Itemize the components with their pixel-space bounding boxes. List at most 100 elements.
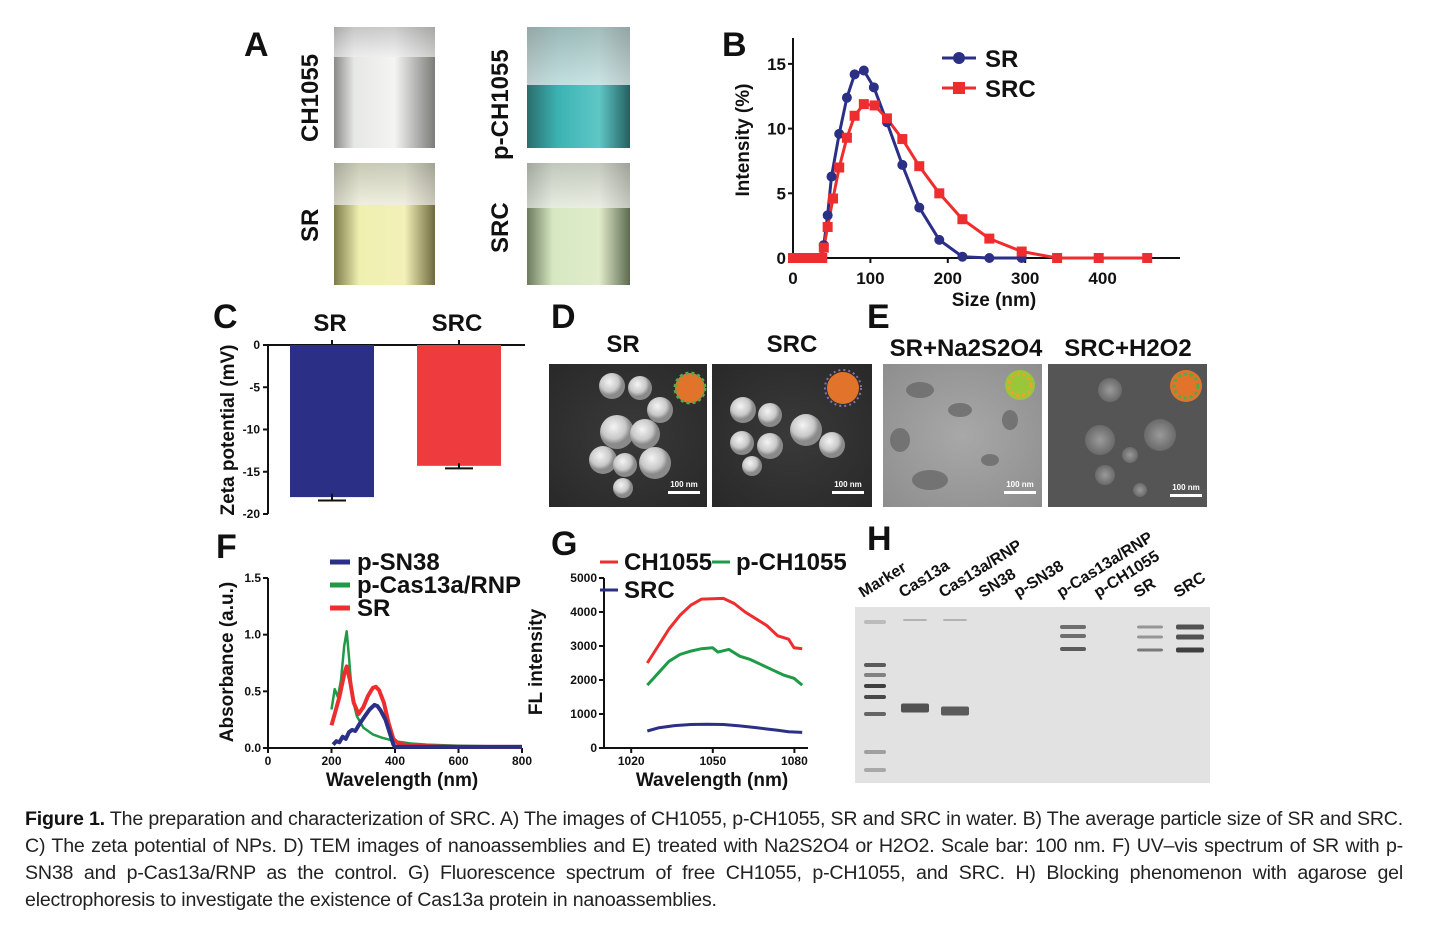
x-tick-label: 400 (1088, 269, 1116, 288)
series-line-p-cas13a-rnp (330, 630, 523, 749)
gel-band (1137, 648, 1163, 652)
gel-band (1176, 634, 1204, 640)
data-point-src (818, 242, 829, 253)
y-tick-label: 1.0 (244, 628, 261, 642)
y-tick-label: -15 (243, 465, 261, 479)
panel-label-c: C (213, 298, 238, 336)
panel-c-chart: C 0 -5 -10 -15 -20 SR SRC Zeta potential (mV) (213, 298, 525, 521)
data-point-src (817, 253, 828, 263)
series-line-sr (329, 664, 522, 749)
y-tick-label: -20 (243, 507, 261, 521)
data-point-src (858, 99, 869, 110)
y-tick-label: 0.0 (244, 741, 261, 755)
tem-image-src: 100 nm (712, 364, 872, 507)
data-point-sr (897, 159, 908, 170)
panel-g-chart: G 1020 1050 1080 0 1000 2000 3000 4000 5000 Wavel… (526, 525, 847, 791)
y-tick-label: 4000 (570, 605, 597, 619)
data-point-src (869, 100, 880, 111)
y-tick-label: 5 (777, 184, 786, 203)
gel-image (855, 607, 1210, 783)
series-line-p-sn38 (331, 702, 522, 749)
panel-label-e: E (867, 298, 890, 336)
x-axis-label: Size (nm) (952, 290, 1036, 311)
y-tick-label: 0 (253, 338, 260, 352)
tem-image-sr-na2s2o4: 100 nm (883, 364, 1042, 507)
panel-label-h: H (867, 520, 892, 558)
gel-band (864, 750, 886, 754)
series-line-src (646, 722, 803, 734)
vial-label-ch1055: CH1055 (297, 54, 324, 142)
x-tick-label: 300 (1011, 269, 1039, 288)
y-tick-label: 15 (767, 55, 786, 74)
y-tick-label: 10 (767, 120, 786, 139)
x-tick-label: 1050 (699, 754, 726, 768)
data-point-src (1052, 253, 1063, 263)
scale-bar-label: 100 nm (1172, 483, 1200, 492)
panel-label-d: D (551, 298, 576, 336)
data-point-sr (858, 65, 869, 76)
y-tick-label: 1000 (570, 707, 597, 721)
panel-label-a: A (244, 26, 269, 64)
y-tick-label: -5 (249, 380, 260, 394)
tem-title-src: SRC (767, 331, 818, 358)
panel-b-chart: B 0 100 200 300 400 0 5 10 15 Size (nm) Intensity … (722, 26, 1180, 311)
data-point-src (897, 134, 908, 145)
gel-band (1176, 624, 1204, 630)
series-line-src (793, 102, 1148, 260)
gel-band (1176, 647, 1204, 653)
data-point-sr (826, 171, 837, 182)
data-point-src (803, 253, 814, 263)
legend-label: CH1055 (624, 549, 712, 576)
gel-band (864, 673, 886, 677)
data-point-sr (868, 82, 879, 93)
x-axis-label: Wavelength (nm) (326, 770, 478, 791)
legend-label: SR (357, 595, 390, 622)
category-label: SR (313, 310, 346, 337)
vial-ch1055 (334, 27, 435, 148)
data-point-sr (849, 69, 860, 80)
y-axis-label: Zeta potential (mV) (218, 344, 239, 515)
y-axis-label: Intensity (%) (733, 84, 754, 197)
y-axis-label: FL intensity (526, 608, 547, 715)
gel-band (1137, 625, 1163, 629)
panel-label-b: B (722, 26, 747, 64)
data-point-src (984, 233, 995, 244)
y-tick-label: 1.5 (244, 571, 261, 585)
data-point-src (1093, 253, 1104, 263)
x-tick-label: 200 (934, 269, 962, 288)
data-point-sr (957, 251, 968, 262)
data-point-src (881, 113, 892, 124)
x-tick-label: 0 (788, 269, 797, 288)
data-point-sr (984, 253, 995, 263)
caption-label: Figure 1. (25, 808, 105, 830)
panel-label-g: G (551, 525, 577, 563)
data-point-src (811, 253, 822, 263)
y-tick-label: 0 (777, 249, 786, 268)
x-tick-label: 600 (448, 754, 468, 768)
x-axis-label: Wavelength (nm) (636, 770, 788, 791)
data-point-src (841, 132, 852, 143)
gel-band (941, 706, 969, 716)
figure: A CH1055 p-CH1055 SR SRC B 0 100 200 300 400… (213, 26, 1210, 791)
scale-bar-label: 100 nm (834, 480, 862, 489)
panel-h: H MarkerCas13aCas13a/RNPSN38p-SN38p-Cas1… (855, 520, 1210, 783)
category-label: SRC (432, 310, 483, 337)
data-point-src (914, 161, 925, 172)
x-tick-label: 1080 (781, 754, 808, 768)
panel-e: E SR+Na2S2O4 SRC+H2O2 100 nm 100 nm (867, 298, 1207, 507)
data-point-src (849, 110, 860, 121)
x-tick-label: 400 (385, 754, 405, 768)
gel-band (864, 695, 886, 699)
y-tick-label: 0.5 (244, 684, 261, 698)
lane-label: SRC (1171, 569, 1209, 602)
panel-label-f: F (216, 528, 237, 566)
x-tick-label: 200 (321, 754, 341, 768)
tem-title-sr-na2s2o4: SR+Na2S2O4 (890, 335, 1043, 362)
panel-f-chart: F 0 200 400 600 800 0.0 0.5 1.0 1.5 Wavelength (n… (216, 528, 532, 791)
vial-src (527, 163, 630, 285)
vial-label-sr: SR (297, 209, 324, 242)
series-line-p-ch1055 (646, 646, 804, 687)
gel-band (1060, 625, 1086, 629)
y-axis-label: Absorbance (a.u.) (217, 582, 238, 742)
data-point-src (1142, 253, 1153, 263)
